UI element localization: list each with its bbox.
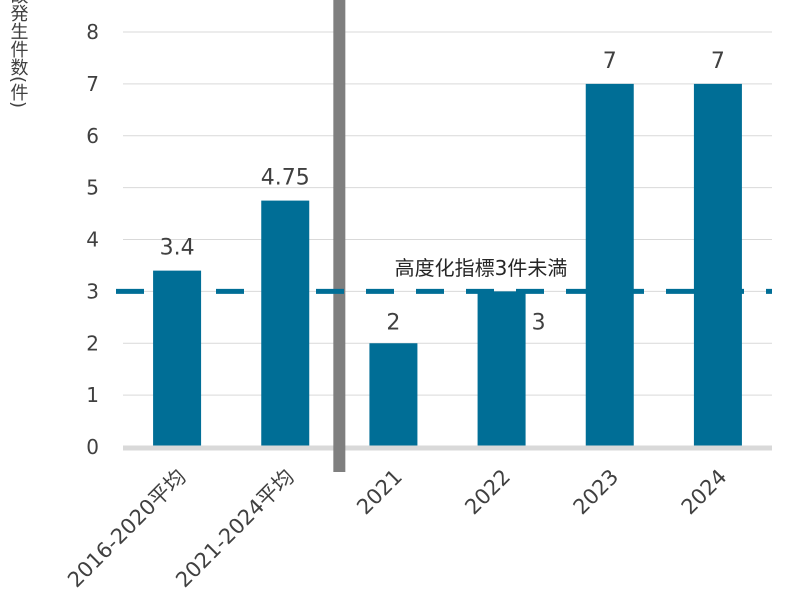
y-axis-label: 事故発生件数(件) (8, 0, 29, 108)
y-tick-label: 5 (86, 176, 99, 200)
y-tick-label: 4 (86, 228, 99, 252)
bar (693, 83, 742, 447)
y-tick-label: 3 (86, 279, 99, 303)
data-label: 2 (386, 310, 400, 335)
data-label: 4.75 (261, 166, 310, 191)
bar (369, 343, 418, 447)
data-label: 3 (532, 310, 546, 335)
separator-bar (333, 0, 346, 472)
category-label: 2023 (569, 465, 624, 520)
y-tick-label: 8 (86, 20, 99, 44)
threshold-label: 高度化指標3件未満 (395, 256, 568, 280)
category-label: 2021-2024平均 (171, 465, 299, 593)
category-label: 2024 (677, 465, 732, 520)
y-tick-label: 0 (86, 435, 99, 459)
category-label: 2016-2020平均 (63, 465, 191, 593)
y-tick-label: 2 (86, 331, 99, 355)
y-tick-labels: 0 1 2 3 4 5 6 7 8 (86, 20, 99, 459)
data-labels: 3.4 4.75 2 3 7 7 (160, 49, 725, 336)
data-label: 7 (603, 49, 617, 74)
bars-group (153, 83, 742, 447)
bar (585, 83, 634, 447)
y-tick-label: 6 (86, 124, 99, 148)
bar (261, 200, 310, 447)
data-label: 7 (711, 49, 725, 74)
bar (477, 291, 526, 447)
y-tick-label: 1 (86, 383, 99, 407)
category-label: 2022 (460, 465, 515, 520)
y-tick-label: 7 (86, 72, 99, 96)
gridlines (123, 31, 772, 396)
data-label: 3.4 (160, 236, 195, 261)
bar (153, 270, 202, 447)
x-axis (123, 0, 772, 472)
category-label: 2021 (352, 465, 407, 520)
